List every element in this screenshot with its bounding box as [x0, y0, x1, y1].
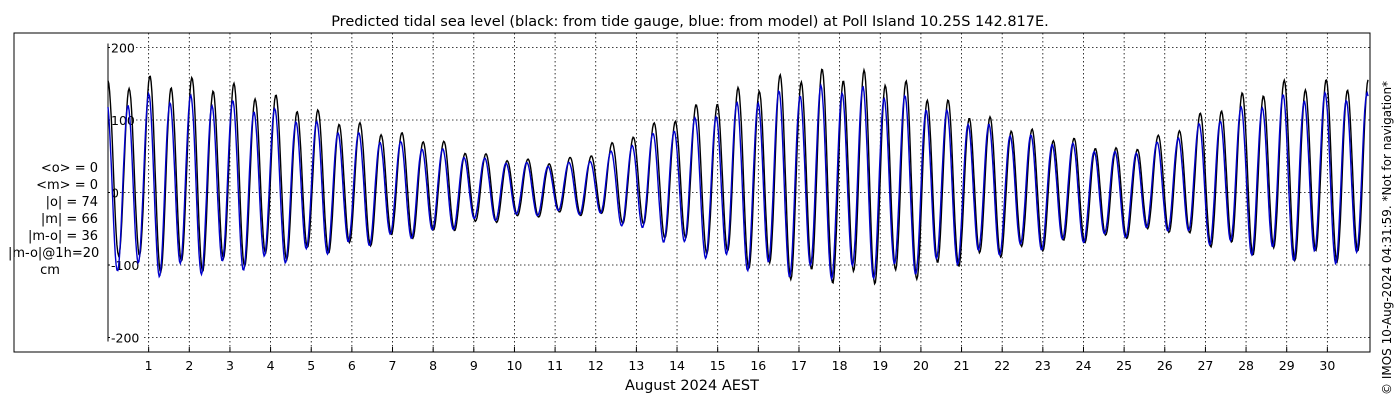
x-tick-label: 11	[547, 358, 563, 373]
y-tick-label-bg	[110, 330, 143, 345]
x-tick-label: 7	[389, 358, 397, 373]
stat-unit: cm	[40, 263, 60, 278]
grid-lines	[108, 33, 1370, 352]
x-tick-label: 9	[470, 358, 478, 373]
stat-abs-obs: |o| = 74	[45, 195, 98, 210]
x-tick-label: 18	[832, 358, 848, 373]
x-tick-label: 16	[750, 358, 766, 373]
x-tick-label: 20	[913, 358, 929, 373]
y-tick-label: 200	[111, 41, 135, 56]
y-tick-label: -200	[111, 331, 139, 346]
x-tick-label: 15	[710, 358, 726, 373]
x-tick-label: 5	[307, 358, 315, 373]
stat-abs-model: |m| = 66	[40, 212, 98, 227]
x-tick-label: 8	[429, 358, 437, 373]
x-axis-label: August 2024 AEST	[625, 378, 759, 394]
x-tick-label: 13	[628, 358, 644, 373]
x-tick-label: 12	[588, 358, 604, 373]
x-tick-label: 28	[1238, 358, 1254, 373]
series-line-model	[107, 83, 1369, 282]
x-tick-label: 1	[145, 358, 153, 373]
x-tick-label: 26	[1157, 358, 1173, 373]
y-tick-label-bg	[110, 113, 135, 127]
stat-mean-model: <m> = 0	[36, 178, 98, 193]
x-tick-label: 3	[226, 358, 234, 373]
y-tick-label: 100	[111, 113, 135, 128]
x-tick-label: 24	[1076, 358, 1092, 373]
stats-panel: <o> = 0 <m> = 0 |o| = 74 |m| = 66 |m-o| …	[8, 160, 100, 279]
y-tick-label-bg	[110, 40, 135, 55]
x-tick-label: 25	[1116, 358, 1132, 373]
x-tick-label: 6	[348, 358, 356, 373]
stat-mean-obs: <o> = 0	[40, 161, 98, 176]
x-tick-label: 27	[1197, 358, 1213, 373]
stat-abs-diff-1h: |m-o|@1h=20	[8, 246, 100, 261]
x-tick-label: 14	[669, 358, 685, 373]
x-tick-label: 29	[1279, 358, 1295, 373]
x-tick-label: 2	[185, 358, 193, 373]
x-axis: 1 2 3 4 5 6 7 8 9 10 11 12 13 14 15 16 17 18 19 20 21 22 23 24 2…	[145, 347, 1335, 373]
x-tick-label: 21	[954, 358, 970, 373]
chart-title: Predicted tidal sea level (black: from t…	[331, 14, 1049, 30]
plot-frame	[13, 32, 1371, 353]
x-tick-label: 22	[994, 358, 1010, 373]
stat-abs-diff: |m-o| = 36	[27, 229, 98, 244]
x-tick-label: 23	[1035, 358, 1051, 373]
series-line-tide-gauge	[107, 67, 1369, 286]
x-tick-label: 19	[872, 358, 888, 373]
x-tick-label: 30	[1319, 358, 1335, 373]
copyright-notice: © IMOS 10-Aug-2024 04:31:59. *Not for na…	[1380, 80, 1394, 395]
x-tick-label: 4	[267, 358, 275, 373]
x-tick-label: 10	[506, 358, 522, 373]
x-tick-label: 17	[791, 358, 807, 373]
series-lines	[107, 67, 1369, 286]
